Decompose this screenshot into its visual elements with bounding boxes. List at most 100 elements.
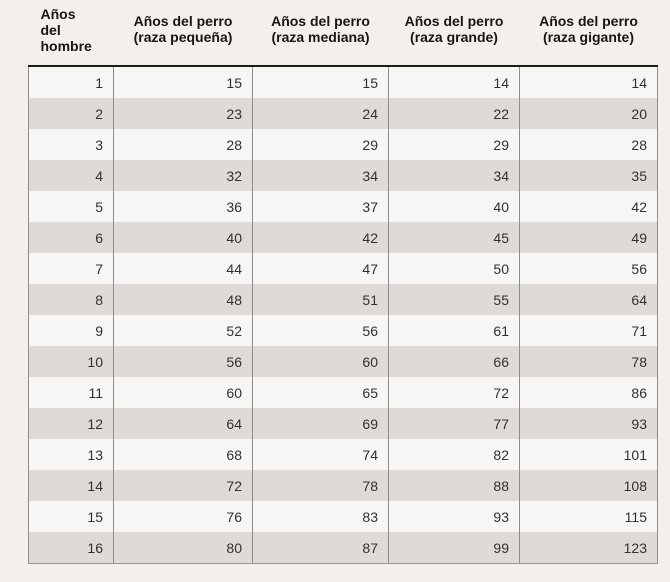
cell-dog-years: 101	[519, 439, 658, 470]
cell-dog-years: 50	[388, 253, 520, 284]
cell-dog-years: 74	[252, 439, 389, 470]
cell-dog-years: 42	[519, 191, 658, 222]
cell-dog-years: 64	[113, 408, 253, 439]
cell-human-years: 8	[28, 284, 114, 315]
header-line: del	[40, 22, 61, 38]
header-line: Años	[40, 6, 76, 22]
cell-dog-years: 36	[113, 191, 253, 222]
dog-age-table-container: Años del hombre Años del perro (raza pequeña…	[28, 0, 658, 564]
cell-dog-years: 15	[252, 66, 389, 98]
cell-dog-years: 45	[388, 222, 520, 253]
cell-dog-years: 40	[388, 191, 520, 222]
cell-human-years: 14	[28, 470, 114, 501]
cell-dog-years: 65	[252, 377, 389, 408]
cell-dog-years: 72	[388, 377, 520, 408]
table-row: 12 64 69 77 93	[28, 408, 658, 439]
cell-dog-years: 14	[388, 66, 520, 98]
table-row: 7 44 47 50 56	[28, 253, 658, 284]
cell-dog-years: 29	[388, 129, 520, 160]
cell-dog-years: 14	[519, 66, 658, 98]
header-line: (raza gigante)	[542, 29, 634, 45]
cell-dog-years: 24	[252, 98, 389, 129]
cell-dog-years: 55	[388, 284, 520, 315]
table-row: 5 36 37 40 42	[28, 191, 658, 222]
column-header-large-breed: Años del perro (raza grande)	[388, 0, 520, 67]
cell-human-years: 7	[28, 253, 114, 284]
cell-dog-years: 78	[519, 346, 658, 377]
cell-dog-years: 88	[388, 470, 520, 501]
table-row: 15 76 83 93 115	[28, 501, 658, 532]
cell-dog-years: 56	[252, 315, 389, 346]
cell-human-years: 15	[28, 501, 114, 532]
dog-age-conversion-table: Años del hombre Años del perro (raza pequeña…	[28, 0, 658, 564]
header-line: Años del perro	[133, 13, 233, 29]
cell-dog-years: 69	[252, 408, 389, 439]
cell-dog-years: 60	[252, 346, 389, 377]
cell-dog-years: 99	[388, 532, 520, 564]
cell-dog-years: 44	[113, 253, 253, 284]
cell-human-years: 1	[28, 66, 114, 98]
cell-dog-years: 61	[388, 315, 520, 346]
cell-dog-years: 56	[113, 346, 253, 377]
table-row: 3 28 29 29 28	[28, 129, 658, 160]
cell-dog-years: 93	[519, 408, 658, 439]
table-row: 10 56 60 66 78	[28, 346, 658, 377]
cell-dog-years: 66	[388, 346, 520, 377]
table-row: 6 40 42 45 49	[28, 222, 658, 253]
header-line: Años del perro	[539, 13, 638, 29]
table-row: 14 72 78 88 108	[28, 470, 658, 501]
table-header: Años del hombre Años del perro (raza pequeña…	[28, 0, 658, 67]
header-line: Años del perro	[404, 13, 504, 29]
cell-human-years: 10	[28, 346, 114, 377]
header-row: Años del hombre Años del perro (raza pequeña…	[28, 0, 658, 67]
cell-dog-years: 68	[113, 439, 253, 470]
cell-dog-years: 28	[113, 129, 253, 160]
table-row: 16 80 87 99 123	[28, 532, 658, 564]
cell-dog-years: 108	[519, 470, 658, 501]
cell-dog-years: 34	[388, 160, 520, 191]
cell-dog-years: 76	[113, 501, 253, 532]
cell-dog-years: 64	[519, 284, 658, 315]
header-line: (raza mediana)	[271, 29, 370, 45]
column-header-medium-breed: Años del perro (raza mediana)	[252, 0, 389, 67]
cell-dog-years: 49	[519, 222, 658, 253]
table-body: 1 15 15 14 14 2 23 24 22 20 3 28 29 29 28 4 32 34 34 35 5 36 3…	[28, 66, 658, 564]
table-row: 4 32 34 34 35	[28, 160, 658, 191]
cell-dog-years: 29	[252, 129, 389, 160]
header-line: (raza pequeña)	[133, 29, 233, 45]
cell-dog-years: 47	[252, 253, 389, 284]
cell-human-years: 11	[28, 377, 114, 408]
cell-dog-years: 28	[519, 129, 658, 160]
cell-dog-years: 48	[113, 284, 253, 315]
column-header-small-breed: Años del perro (raza pequeña)	[113, 0, 253, 67]
cell-dog-years: 93	[388, 501, 520, 532]
cell-dog-years: 52	[113, 315, 253, 346]
column-header-giant-breed: Años del perro (raza gigante)	[519, 0, 658, 67]
cell-human-years: 6	[28, 222, 114, 253]
table-row: 1 15 15 14 14	[28, 66, 658, 98]
table-row: 11 60 65 72 86	[28, 377, 658, 408]
cell-human-years: 2	[28, 98, 114, 129]
cell-dog-years: 22	[388, 98, 520, 129]
cell-dog-years: 80	[113, 532, 253, 564]
cell-human-years: 13	[28, 439, 114, 470]
cell-dog-years: 37	[252, 191, 389, 222]
cell-dog-years: 72	[113, 470, 253, 501]
cell-dog-years: 86	[519, 377, 658, 408]
cell-dog-years: 15	[113, 66, 253, 98]
column-header-human-years: Años del hombre	[28, 0, 114, 67]
cell-dog-years: 60	[113, 377, 253, 408]
cell-dog-years: 71	[519, 315, 658, 346]
cell-human-years: 5	[28, 191, 114, 222]
table-row: 8 48 51 55 64	[28, 284, 658, 315]
header-line: (raza grande)	[410, 29, 498, 45]
cell-human-years: 9	[28, 315, 114, 346]
cell-dog-years: 123	[519, 532, 658, 564]
cell-dog-years: 51	[252, 284, 389, 315]
cell-dog-years: 23	[113, 98, 253, 129]
cell-human-years: 4	[28, 160, 114, 191]
cell-human-years: 16	[28, 532, 114, 564]
cell-dog-years: 34	[252, 160, 389, 191]
cell-dog-years: 78	[252, 470, 389, 501]
cell-dog-years: 83	[252, 501, 389, 532]
